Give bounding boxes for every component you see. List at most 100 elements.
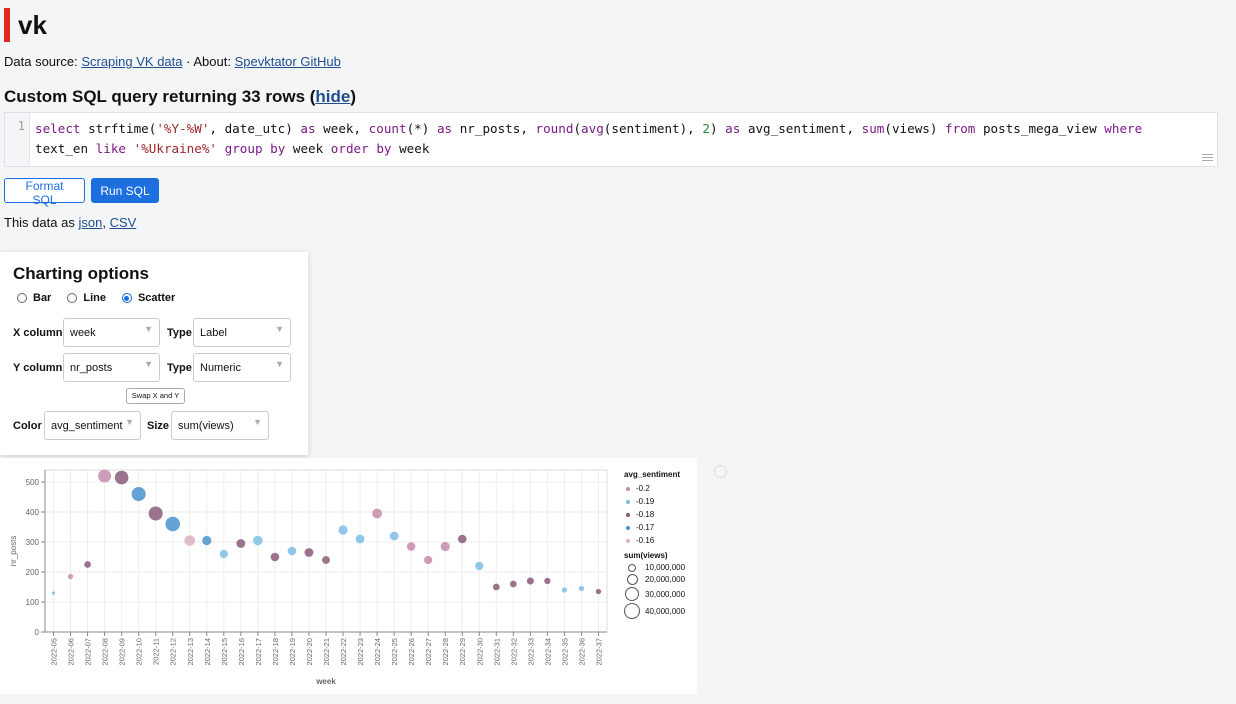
data-point — [338, 525, 348, 535]
resize-handle-icon[interactable] — [1202, 154, 1213, 162]
x-tick-label: 2022-15 — [220, 638, 229, 666]
csv-link[interactable]: CSV — [109, 215, 137, 230]
x-tick-label: 2022-09 — [118, 638, 127, 666]
y-type-label: Type — [167, 362, 192, 374]
y-column-select[interactable]: nr_posts ▼ — [63, 353, 160, 382]
x-tick-label: 2022-22 — [339, 638, 348, 666]
x-type-chevron-down-icon: ▼ — [275, 324, 284, 334]
data-point — [595, 588, 602, 595]
run-sql-button[interactable]: Run SQL — [91, 178, 159, 203]
x-tick-label: 2022-05 — [50, 638, 59, 666]
x-tick-label: 2022-26 — [407, 638, 416, 666]
export-separator: , — [102, 215, 106, 230]
x-type-value: Label — [200, 326, 227, 339]
radio-line[interactable]: Line — [67, 292, 106, 304]
data-point — [51, 591, 56, 595]
export-label: This data as — [4, 215, 75, 230]
sql-code[interactable]: select strftime('%Y-%W', date_utc) as we… — [35, 121, 1143, 156]
data-point — [165, 516, 181, 532]
color-legend-entries: -0.2 -0.19 -0.18 -0.17 -0.16 — [624, 482, 685, 547]
radio-bar[interactable]: Bar — [17, 292, 51, 304]
x-type-label: Type — [167, 327, 192, 339]
query-heading-text: Custom SQL query returning 33 rows ( — [4, 87, 316, 106]
x-tick-label: 2022-13 — [186, 638, 195, 666]
x-tick-label: 2022-12 — [169, 638, 178, 666]
x-tick-label: 2022-08 — [101, 638, 110, 666]
chart-legend: avg_sentiment -0.2 -0.19 -0.18 -0.17 -0.16 s… — [624, 470, 685, 621]
color-legend-item: -0.2 — [624, 482, 685, 495]
data-point — [202, 535, 212, 546]
data-point — [114, 470, 129, 485]
x-type-select[interactable]: Label ▼ — [193, 318, 291, 347]
x-column-chevron-down-icon: ▼ — [144, 324, 153, 334]
y-type-chevron-down-icon: ▼ — [275, 359, 284, 369]
x-tick-label: 2022-37 — [594, 638, 603, 666]
x-column-value: week — [70, 326, 96, 339]
color-legend-title: avg_sentiment — [624, 470, 681, 479]
data-point — [219, 549, 228, 559]
legend-label: -0.19 — [636, 497, 655, 506]
data-point — [457, 534, 467, 544]
export-line: This data as json, CSV — [4, 215, 136, 230]
size-legend-item: 40,000,000 — [624, 603, 685, 619]
y-axis-label: nr_posts — [9, 536, 18, 567]
data-point — [184, 535, 196, 546]
legend-label: -0.18 — [636, 510, 655, 519]
color-legend-item: -0.17 — [624, 521, 685, 534]
y-tick-label: 100 — [26, 598, 40, 607]
y-tick-label: 0 — [35, 628, 40, 637]
x-tick-label: 2022-07 — [84, 638, 93, 666]
size-legend-entries: 10,000,000 20,000,000 30,000,000 40,000,000 — [624, 563, 685, 619]
size-legend-label: 20,000,000 — [645, 575, 686, 584]
json-link[interactable]: json — [78, 215, 103, 230]
size-legend-circle — [624, 603, 640, 619]
datasource-label: Data source: — [4, 54, 78, 69]
x-tick-label: 2022-35 — [560, 638, 569, 666]
y-type-select[interactable]: Numeric ▼ — [193, 353, 291, 382]
x-tick-label: 2022-27 — [424, 638, 433, 666]
about-link[interactable]: Spevktator GitHub — [234, 54, 341, 69]
data-point — [372, 508, 382, 519]
scatter-chart: 0 100 200 300 400 500 2022-05 2022-06 2022-07 202… — [9, 469, 608, 686]
color-select[interactable]: avg_sentiment ▼ — [44, 411, 141, 440]
x-tick-label: 2022-06 — [67, 638, 76, 666]
color-label: Color — [13, 420, 42, 432]
hide-link[interactable]: hide — [315, 87, 351, 106]
x-column-label: X column — [13, 327, 63, 339]
legend-swatch — [626, 538, 630, 543]
swap-x-y-button[interactable]: Swap X and Y — [126, 388, 185, 404]
chart-actions-icon[interactable] — [714, 465, 727, 478]
size-select[interactable]: sum(views) ▼ — [171, 411, 269, 440]
chart-area: 0 100 200 300 400 500 2022-05 2022-06 2022-07 202… — [0, 458, 697, 694]
x-tick-label: 2022-33 — [526, 638, 535, 666]
radio-line-circle[interactable] — [67, 293, 78, 303]
radio-line-label: Line — [83, 292, 106, 304]
color-legend-item: -0.16 — [624, 534, 685, 547]
datasource-link[interactable]: Scraping VK data — [81, 54, 183, 69]
radio-bar-label: Bar — [33, 292, 52, 304]
data-point — [406, 542, 416, 551]
x-tick-label: 2022-24 — [373, 638, 382, 666]
size-legend-item: 30,000,000 — [624, 587, 685, 601]
radio-scatter-circle[interactable] — [121, 293, 132, 303]
x-tick-label: 2022-31 — [492, 638, 501, 666]
format-sql-button[interactable]: Format SQL — [4, 178, 85, 207]
x-tick-label: 2022-20 — [305, 638, 314, 666]
x-tick-label: 2022-14 — [203, 638, 212, 666]
radio-scatter[interactable]: Scatter — [121, 292, 176, 304]
data-point — [148, 506, 163, 521]
x-axis-label: week — [315, 677, 336, 686]
data-point — [355, 534, 365, 544]
data-point — [131, 486, 146, 502]
sql-editor[interactable]: 1 select strftime('%Y-%W', date_utc) as … — [4, 112, 1218, 167]
legend-swatch — [626, 499, 630, 504]
charting-options-panel: Charting options Bar Line Scatter X colu… — [0, 252, 308, 455]
data-point — [287, 546, 297, 556]
size-legend-label: 40,000,000 — [645, 606, 686, 616]
x-column-select[interactable]: week ▼ — [63, 318, 160, 347]
radio-bar-circle[interactable] — [17, 293, 27, 303]
size-legend-label: 30,000,000 — [645, 589, 686, 599]
radio-scatter-label: Scatter — [137, 292, 176, 304]
x-tick-label: 2022-32 — [509, 638, 518, 666]
color-legend-item: -0.18 — [624, 508, 685, 521]
